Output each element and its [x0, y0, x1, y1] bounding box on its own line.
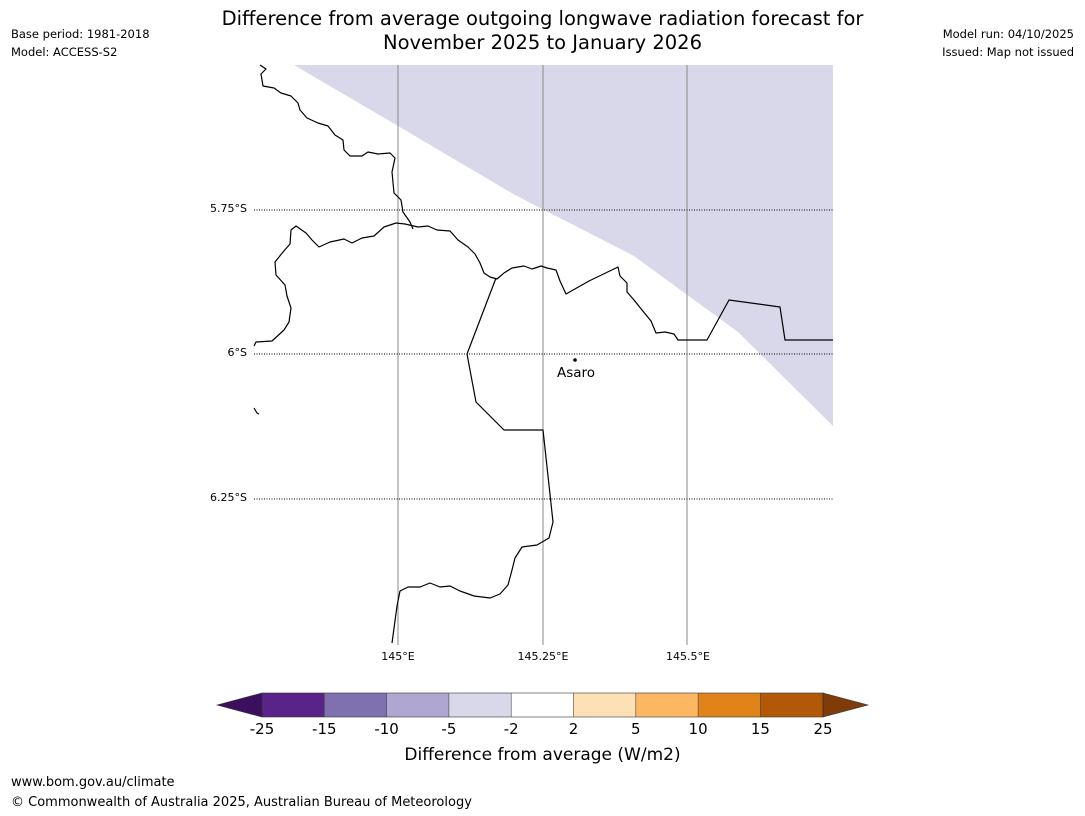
lat-label-6-25: 6.25°S [210, 491, 247, 504]
town-label-asaro: Asaro [557, 365, 596, 381]
lon-label-145: 145°E [381, 650, 415, 663]
colorbar-bin-9 [760, 693, 823, 717]
boundary-eastern-highlands [391, 277, 554, 644]
colorbar-tick-2: -15 [312, 720, 337, 738]
town-marker-asaro [573, 358, 577, 362]
colorbar-arrow-low [215, 692, 263, 718]
base-period: Base period: 1981-2018 [11, 27, 150, 41]
model-name: Model: ACCESS-S2 [11, 45, 118, 59]
colorbar-tick-6: 2 [568, 720, 579, 738]
colorbar-bin-5 [511, 693, 574, 717]
colorbar-dividers [323, 693, 761, 717]
colorbar-outline [261, 692, 824, 718]
colorbar-bin-6 [573, 693, 636, 717]
lon-label-145-25: 145.25°E [517, 650, 569, 663]
lat-label-6: 6°S [227, 346, 247, 359]
footer-url[interactable]: www.bom.gov.au/climate [11, 775, 175, 790]
colorbar-tick-1: -25 [249, 720, 275, 738]
colorbar-bin-4 [448, 693, 512, 717]
lon-label-145-5: 145.5°E [666, 650, 710, 663]
colorbar-label: Difference from average (W/m2) [404, 745, 681, 765]
colorbar-tick-5: -2 [503, 720, 519, 738]
colorbar-tick-8: 10 [688, 720, 708, 738]
colorbar-tick-7: 5 [631, 720, 641, 738]
title-line-2: November 2025 to January 2026 [383, 31, 702, 54]
colorbar-tick-4: -5 [441, 720, 457, 738]
model-run: Model run: 04/10/2025 [942, 27, 1074, 41]
colorbar-tick-10: 25 [813, 720, 833, 738]
colorbar-bin-7 [635, 693, 699, 717]
meta-right: Model run: 04/10/2025 Issued: Map not is… [942, 25, 1074, 61]
colorbar-tick-9: 15 [750, 720, 770, 738]
issued-status: Issued: Map not issued [942, 45, 1074, 59]
colorbar-tick-3: -10 [374, 720, 399, 738]
map-title: Difference from average outgoing longwav… [0, 7, 1085, 55]
boundary-northwest [259, 64, 414, 230]
colorbar-bin-3 [386, 693, 449, 717]
meta-left: Base period: 1981-2018 Model: ACCESS-S2 [11, 25, 150, 61]
footer-copyright: © Commonwealth of Australia 2025, Austra… [11, 795, 472, 810]
title-line-1: Difference from average outgoing longwav… [221, 7, 864, 30]
colorbar-bin-1 [262, 693, 325, 717]
boundary-west-fragment [253, 407, 260, 415]
colorbar-bin-2 [324, 693, 387, 717]
shaded-region [294, 65, 833, 426]
boundary-central-north [253, 222, 833, 347]
colorbar-arrow-high [822, 692, 870, 718]
lat-label-5-75: 5.75°S [210, 202, 247, 215]
boundaries [253, 64, 833, 644]
colorbar-bin-8 [698, 693, 761, 717]
